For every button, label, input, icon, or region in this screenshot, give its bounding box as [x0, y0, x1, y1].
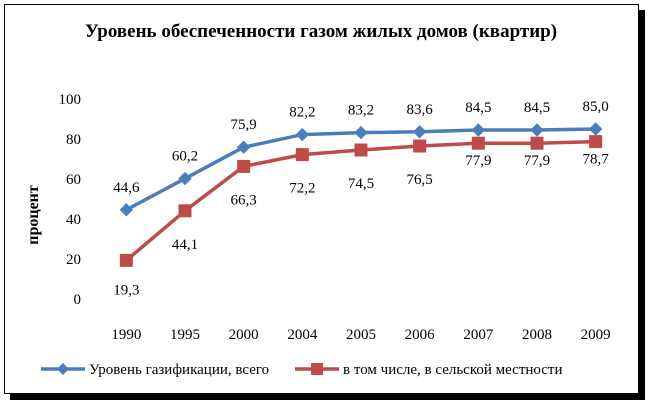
legend-marker	[311, 363, 323, 375]
chart-frame: Уровень обеспеченности газом жилых домов…	[4, 4, 639, 394]
data-label: 83,6	[407, 102, 434, 118]
data-label: 74,5	[348, 176, 374, 192]
data-point	[119, 203, 134, 217]
data-label: 85,0	[583, 99, 609, 115]
data-label: 83,2	[348, 103, 374, 119]
data-point	[237, 159, 251, 173]
data-label: 76,5	[407, 172, 433, 188]
data-label: 72,2	[289, 181, 315, 197]
x-tick-label: 2000	[229, 327, 259, 343]
y-tick-label: 40	[66, 212, 81, 228]
data-label: 77,9	[524, 153, 550, 169]
x-tick-label: 2008	[522, 327, 552, 343]
x-tick-label: 2005	[346, 327, 376, 343]
legend-marker	[57, 363, 69, 375]
data-point	[471, 136, 485, 150]
chart-title: Уровень обеспеченности газом жилых домов…	[85, 21, 557, 42]
y-axis-label: процент	[25, 185, 42, 245]
data-label: 44,6	[113, 180, 140, 196]
y-tick-label: 0	[74, 292, 82, 308]
legend-item-1: Уровень газификации, всего	[41, 362, 269, 378]
series-1: 44,6 60,2 75,9 82,2 83,2 83,6 84,5 84,5 85,0	[113, 99, 609, 217]
data-point	[413, 139, 427, 153]
series-2: 19,3 44,1 66,3 72,2 74,5 76,5 77,9 77,9 78,7	[113, 135, 610, 298]
x-tick-label: 2006	[405, 327, 436, 343]
data-point	[295, 148, 309, 162]
data-point	[178, 171, 192, 186]
x-tick-label: 1995	[170, 327, 200, 343]
x-tick-label: 2007	[463, 327, 494, 343]
data-label: 66,3	[231, 192, 257, 208]
y-tick-label: 20	[66, 252, 81, 268]
data-point	[530, 136, 544, 150]
data-label: 77,9	[465, 153, 491, 169]
data-point	[530, 123, 544, 137]
legend: Уровень газификации, всего в том числе, в…	[41, 362, 563, 378]
data-label: 84,5	[524, 100, 550, 116]
data-point	[178, 204, 192, 218]
data-label: 44,1	[172, 237, 198, 253]
y-tick-label: 60	[66, 172, 81, 188]
data-point	[354, 125, 368, 140]
axes: 0 20 40 60 80 100 1990 1995 2000 2004 2005 2006 2007…	[59, 92, 611, 343]
data-point	[119, 253, 133, 267]
data-point	[236, 140, 251, 154]
y-tick-label: 80	[66, 132, 81, 148]
legend-label: Уровень газификации, всего	[89, 362, 269, 378]
series-line	[125, 127, 596, 212]
y-tick-label: 100	[59, 92, 82, 108]
data-point	[354, 143, 368, 157]
data-point	[295, 127, 310, 142]
x-tick-label: 1990	[111, 327, 141, 343]
legend-item-2: в том числе, в сельской местности	[295, 362, 563, 378]
series-layer: 44,6 60,2 75,9 82,2 83,2 83,6 84,5 84,5 85,0 19,3…	[113, 99, 609, 298]
line-chart: Уровень обеспеченности газом жилых домов…	[25, 21, 611, 378]
data-label: 82,2	[289, 105, 315, 121]
data-label: 60,2	[172, 149, 198, 165]
x-tick-label: 2004	[287, 327, 318, 343]
data-label: 75,9	[231, 117, 257, 133]
data-point	[588, 122, 603, 136]
x-tick-label: 2009	[581, 327, 611, 343]
data-label: 78,7	[583, 152, 610, 168]
data-label: 84,5	[465, 100, 491, 116]
data-point	[412, 125, 427, 139]
data-point	[589, 135, 603, 149]
legend-label: в том числе, в сельской местности	[343, 362, 563, 378]
data-label: 19,3	[113, 282, 139, 298]
data-point	[471, 123, 486, 137]
